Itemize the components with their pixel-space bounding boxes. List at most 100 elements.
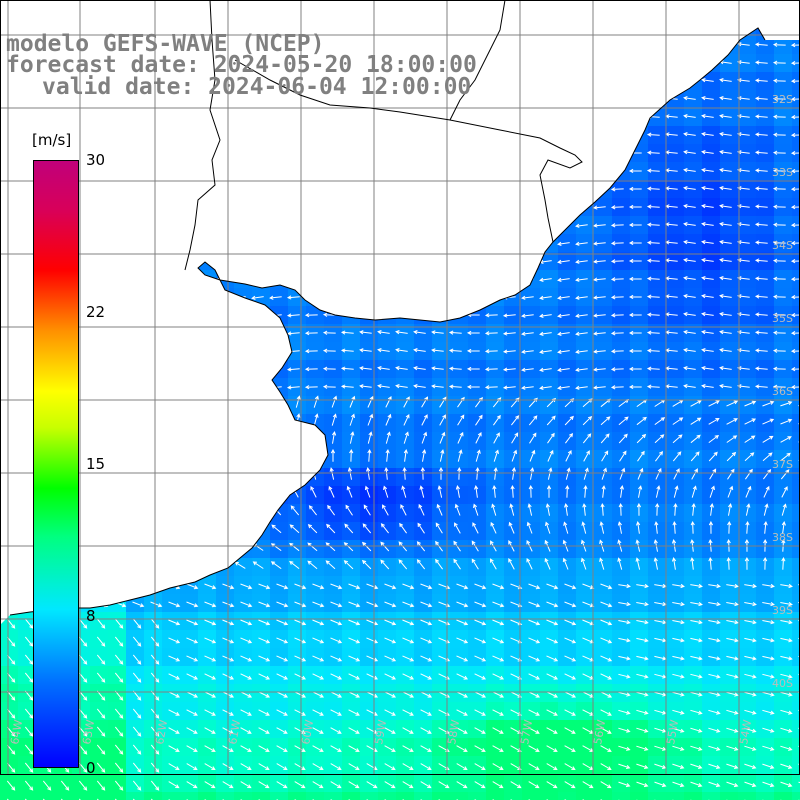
wind-arrow	[330, 601, 343, 608]
wind-arrow	[258, 637, 271, 644]
wind-arrow	[359, 330, 372, 335]
speed-cell	[612, 144, 631, 163]
wind-arrow	[276, 691, 289, 698]
wind-arrow	[186, 583, 199, 590]
speed-cell	[36, 0, 55, 19]
wind-arrow	[347, 467, 352, 480]
wind-arrow	[754, 114, 768, 119]
speed-cell	[252, 108, 271, 127]
wind-arrow	[539, 349, 552, 354]
wind-arrow	[466, 222, 480, 228]
speed-cell	[144, 378, 163, 397]
speed-cell	[72, 108, 91, 127]
wind-arrow	[466, 150, 480, 156]
wind-arrow	[618, 433, 628, 444]
wind-arrow	[762, 452, 773, 462]
wind-arrow	[304, 151, 318, 156]
wind-arrow	[790, 366, 800, 372]
wind-arrow	[448, 240, 462, 245]
wind-arrow	[646, 366, 660, 371]
wind-arrow	[108, 507, 120, 515]
wind-arrow	[763, 485, 770, 498]
wind-arrow	[744, 418, 757, 425]
wind-arrow	[403, 431, 409, 444]
wind-arrow	[53, 28, 66, 29]
wind-arrow	[349, 413, 355, 426]
speed-cell	[774, 28, 793, 37]
wind-arrow	[330, 583, 343, 590]
speed-cell	[288, 216, 307, 235]
wind-arrow	[340, 132, 354, 137]
wind-arrow	[186, 619, 199, 626]
wind-arrow	[502, 241, 516, 246]
wind-arrow	[24, 654, 34, 665]
speed-cell	[108, 126, 127, 145]
wind-arrow	[701, 384, 714, 389]
wind-arrow	[473, 503, 479, 516]
wind-arrow	[557, 277, 570, 282]
wind-arrow	[377, 28, 390, 29]
wind-arrow	[431, 240, 444, 245]
wind-arrow	[313, 431, 318, 444]
wind-arrow	[216, 525, 228, 533]
wind-arrow	[107, 132, 120, 137]
wind-arrow	[646, 348, 660, 353]
wind-arrow	[240, 637, 253, 644]
longitude-label: 64W	[8, 719, 25, 746]
speed-cell	[792, 432, 800, 451]
wind-arrow	[160, 384, 174, 390]
wind-arrow	[780, 727, 793, 733]
wind-arrow	[332, 431, 337, 444]
wind-arrow	[187, 394, 192, 408]
wind-arrow	[539, 187, 552, 192]
speed-cell	[450, 108, 469, 127]
wind-arrow	[21, 450, 30, 462]
wind-arrow	[276, 449, 281, 462]
wind-arrow	[672, 583, 685, 589]
wind-arrow	[312, 745, 324, 752]
wind-arrow	[197, 205, 210, 210]
wind-arrow	[690, 620, 703, 625]
wind-arrow	[726, 691, 739, 697]
speed-cell	[594, 792, 613, 800]
speed-cell	[0, 306, 19, 325]
speed-cell	[720, 28, 739, 37]
wind-arrow	[708, 602, 721, 607]
wind-arrow	[504, 8, 516, 11]
wind-arrow	[377, 240, 390, 245]
wind-arrow	[592, 385, 606, 390]
speed-cell	[108, 270, 127, 289]
wind-arrow	[258, 619, 271, 626]
wind-arrow	[124, 366, 138, 371]
speed-cell	[486, 216, 505, 235]
wind-arrow	[402, 655, 415, 662]
speed-cell	[108, 414, 127, 433]
wind-arrow	[160, 222, 174, 228]
wind-arrow	[683, 330, 696, 335]
speed-cell	[162, 468, 181, 487]
wind-arrow	[276, 727, 288, 734]
speed-cell	[414, 306, 433, 325]
wind-arrow	[431, 186, 444, 191]
wind-arrow	[654, 417, 666, 426]
wind-arrow	[143, 526, 156, 533]
speed-cell	[216, 414, 235, 433]
speed-cell	[90, 792, 109, 800]
wind-arrow	[600, 637, 613, 644]
wind-arrow	[763, 503, 769, 516]
wind-arrow	[112, 449, 119, 462]
wind-arrow	[456, 601, 469, 608]
wind-arrow	[529, 432, 537, 444]
speed-cell	[126, 306, 145, 325]
speed-cell	[468, 180, 487, 199]
wind-arrow	[592, 277, 606, 282]
speed-cell	[144, 360, 163, 379]
speed-cell	[252, 0, 271, 19]
wind-arrow	[726, 583, 739, 589]
speed-cell	[198, 108, 217, 127]
speed-cell	[144, 0, 163, 19]
wind-arrow	[395, 348, 408, 353]
wind-arrow	[286, 151, 300, 156]
speed-cell	[162, 306, 181, 325]
wind-arrow	[178, 331, 192, 336]
